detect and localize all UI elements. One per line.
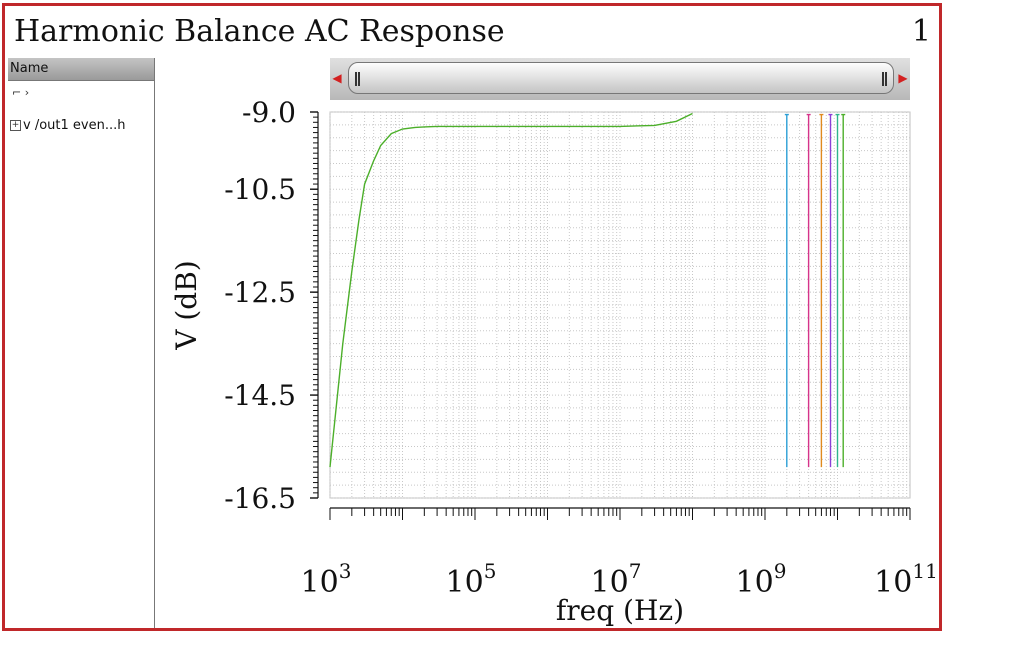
axes bbox=[310, 111, 911, 520]
x-tick-label: 1011 bbox=[874, 559, 938, 600]
x-tick-label: 107 bbox=[591, 559, 642, 600]
grid bbox=[329, 111, 911, 499]
series-layer bbox=[329, 112, 846, 468]
x-tick-label: 103 bbox=[301, 559, 352, 600]
subwindow-number: 1 bbox=[911, 14, 931, 49]
labels: -9.0 -10.5 -12.5 -14.5 -16.5 103 105 107 109 1011… bbox=[170, 96, 938, 627]
sidebar-header-name[interactable]: Name bbox=[8, 58, 154, 81]
y-tick-label: -12.5 bbox=[224, 276, 296, 309]
y-tick-label: -10.5 bbox=[224, 173, 296, 206]
x-tick-label: 109 bbox=[736, 559, 787, 600]
y-tick-label: -16.5 bbox=[224, 482, 296, 515]
grip-left-icon[interactable] bbox=[355, 72, 360, 86]
sidebar-root-label[interactable]: ⌐ › bbox=[12, 86, 30, 99]
arrow-right-icon[interactable]: ▶ bbox=[898, 71, 908, 85]
series-line-0 bbox=[329, 112, 693, 468]
y-tick-label: -9.0 bbox=[242, 96, 296, 129]
x-axis-title: freq (Hz) bbox=[556, 594, 684, 627]
trace-tree-item[interactable]: + v /out1 even...h bbox=[10, 118, 125, 133]
expand-icon[interactable]: + bbox=[10, 120, 21, 131]
window-title: Harmonic Balance AC Response bbox=[14, 14, 505, 49]
y-axis-title: V (dB) bbox=[170, 260, 203, 350]
horizontal-scrollbar[interactable]: ◀ ▶ bbox=[330, 58, 910, 100]
grip-right-icon[interactable] bbox=[882, 72, 887, 86]
x-tick-label: 105 bbox=[446, 559, 497, 600]
arrow-left-icon[interactable]: ◀ bbox=[332, 71, 342, 85]
scroll-thumb[interactable] bbox=[348, 62, 894, 94]
trace-sidebar: Name ⌐ › + v /out1 even...h bbox=[8, 58, 155, 628]
y-tick-label: -14.5 bbox=[224, 379, 296, 412]
trace-label: v /out1 even...h bbox=[23, 118, 126, 133]
